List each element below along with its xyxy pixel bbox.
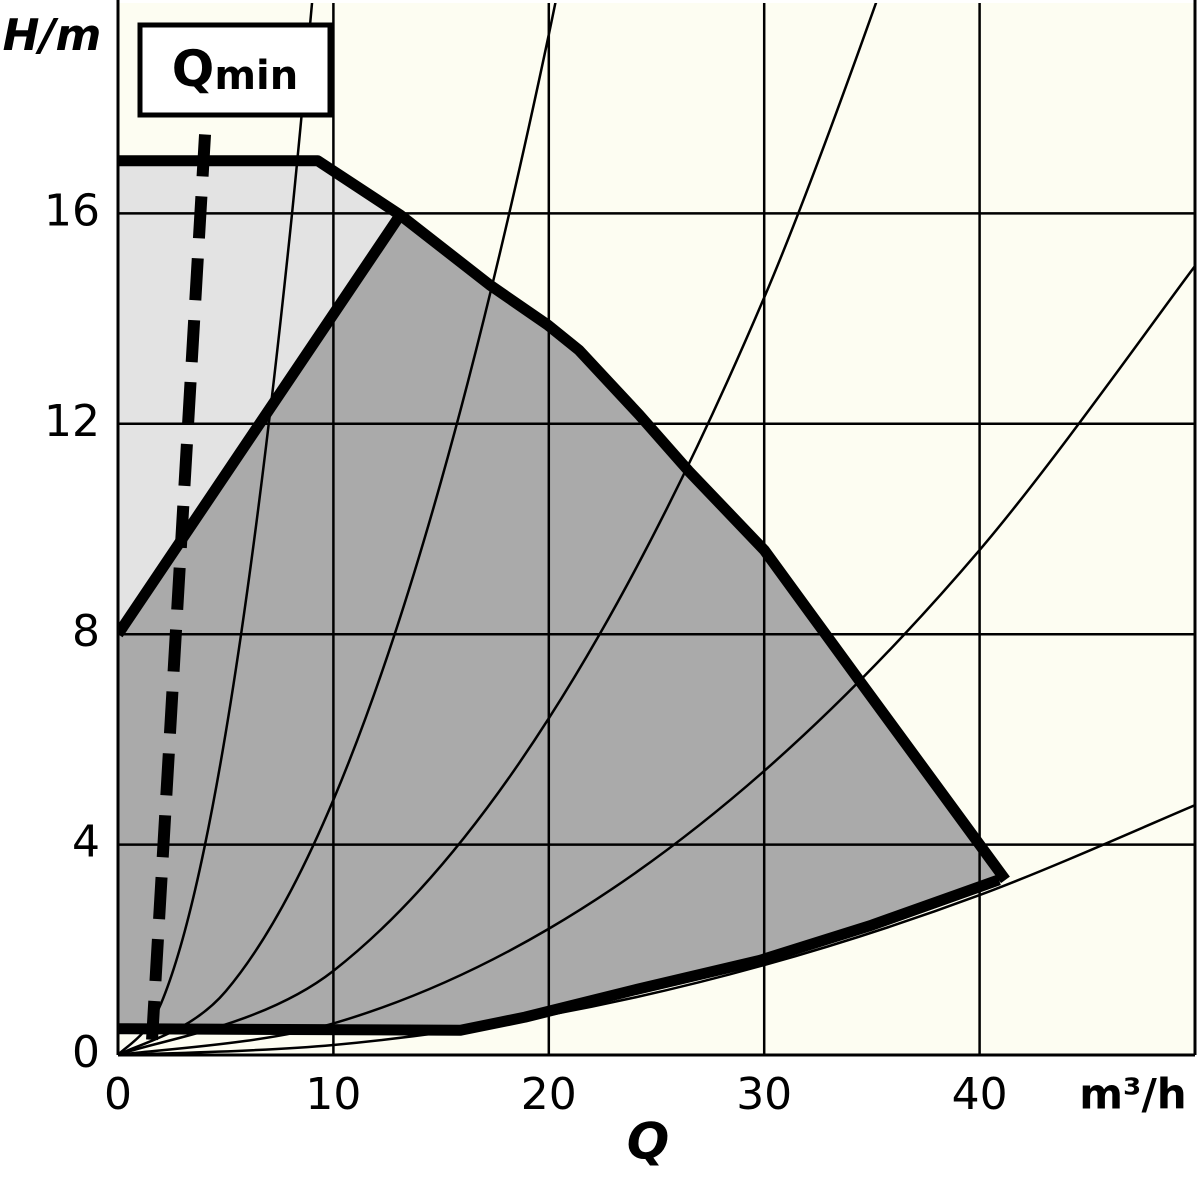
qmin-line bbox=[146, 134, 212, 1041]
y-axis-label: H/m bbox=[3, 10, 102, 61]
annotation-main: Q bbox=[172, 40, 215, 98]
system-curve bbox=[118, 265, 1195, 1055]
x-unit-label: m³/h bbox=[1079, 1070, 1186, 1119]
annotation: Qmin bbox=[172, 40, 298, 100]
annotation-box bbox=[137, 22, 333, 118]
y-tick-label: 16 bbox=[44, 185, 100, 236]
pump-curve bbox=[118, 211, 405, 638]
x-tick-label: 0 bbox=[104, 1069, 132, 1120]
x-tick-label: 20 bbox=[521, 1069, 577, 1120]
operating-area bbox=[118, 214, 1006, 1031]
x-tick-label: 40 bbox=[952, 1069, 1008, 1120]
y-tick-label: 4 bbox=[72, 817, 100, 868]
system-curve bbox=[118, 3, 557, 1055]
annotation-subscript: min bbox=[214, 53, 298, 99]
system-curve bbox=[118, 803, 1195, 1055]
pump-curve bbox=[118, 155, 1010, 884]
y-tick-label: 0 bbox=[72, 1027, 100, 1078]
x-tick-label: 10 bbox=[305, 1069, 361, 1120]
y-tick-label: 8 bbox=[72, 606, 100, 657]
system-curve bbox=[118, 3, 878, 1055]
x-axis-label: Q bbox=[627, 1113, 670, 1171]
y-tick-label: 12 bbox=[44, 396, 100, 447]
x-tick-label: 30 bbox=[736, 1069, 792, 1120]
curves bbox=[118, 3, 1195, 1055]
